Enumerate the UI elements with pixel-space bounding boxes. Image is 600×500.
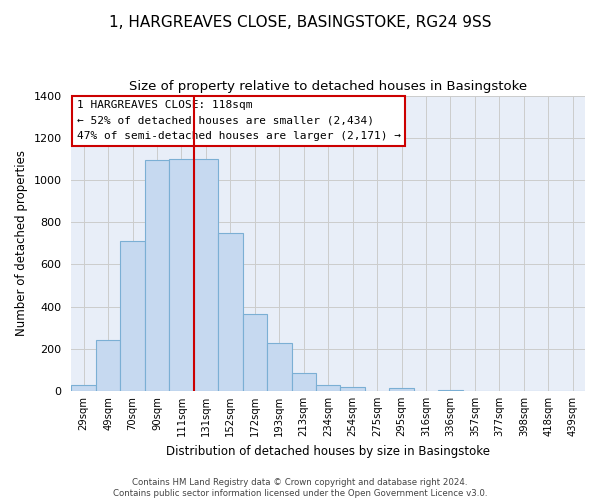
Text: Contains HM Land Registry data © Crown copyright and database right 2024.
Contai: Contains HM Land Registry data © Crown c…: [113, 478, 487, 498]
Bar: [71, 384, 96, 391]
Bar: [121, 241, 145, 391]
Bar: [267, 344, 292, 391]
Bar: [438, 390, 463, 391]
Title: Size of property relative to detached houses in Basingstoke: Size of property relative to detached ho…: [129, 80, 527, 93]
Text: 1 HARGREAVES CLOSE: 118sqm
← 52% of detached houses are smaller (2,434)
47% of s: 1 HARGREAVES CLOSE: 118sqm ← 52% of deta…: [77, 100, 401, 141]
Y-axis label: Number of detached properties: Number of detached properties: [15, 150, 28, 336]
Bar: [145, 160, 169, 391]
Bar: [389, 388, 414, 391]
Text: 1, HARGREAVES CLOSE, BASINGSTOKE, RG24 9SS: 1, HARGREAVES CLOSE, BASINGSTOKE, RG24 9…: [109, 15, 491, 30]
Bar: [218, 232, 242, 391]
Bar: [340, 386, 365, 391]
Bar: [292, 373, 316, 391]
X-axis label: Distribution of detached houses by size in Basingstoke: Distribution of detached houses by size …: [166, 444, 490, 458]
Bar: [169, 159, 194, 391]
Bar: [96, 340, 121, 391]
Bar: [316, 384, 340, 391]
Bar: [194, 159, 218, 391]
Bar: [242, 314, 267, 391]
